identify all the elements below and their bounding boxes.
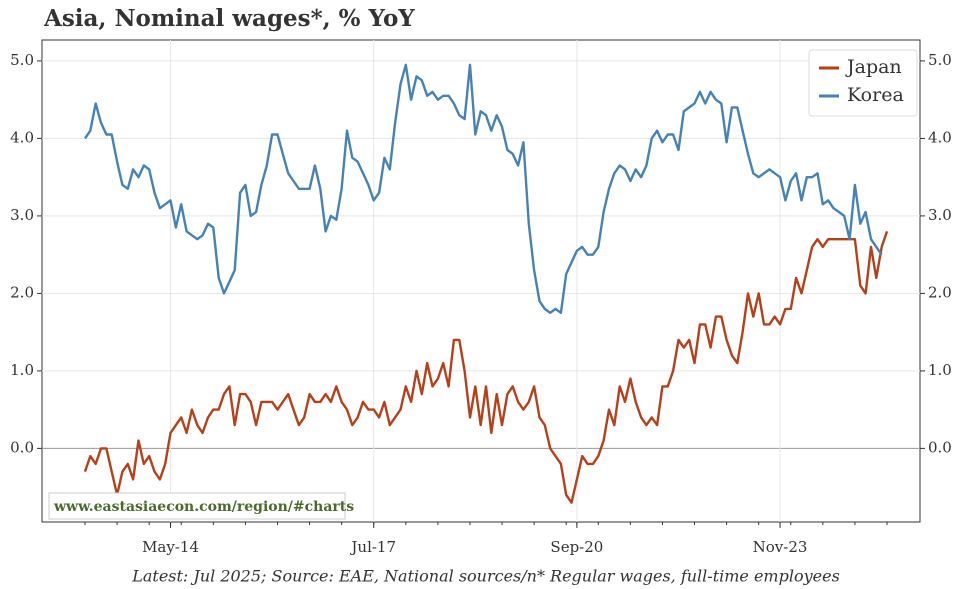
y2-tick-label: 0.0 bbox=[928, 438, 952, 456]
legend-label: Japan bbox=[845, 56, 902, 78]
y-tick-label: 3.0 bbox=[10, 206, 34, 224]
footnote: Latest: Jul 2025; Source: EAE, National … bbox=[131, 567, 840, 586]
x-tick-label: Jul-17 bbox=[349, 538, 396, 556]
y2-tick-label: 3.0 bbox=[928, 206, 952, 224]
y2-tick-label: 2.0 bbox=[928, 283, 952, 301]
y-tick-label: 2.0 bbox=[10, 283, 34, 301]
y2-tick-label: 5.0 bbox=[928, 51, 952, 69]
plot-frame bbox=[41, 39, 921, 523]
y2-tick-label: 4.0 bbox=[928, 128, 952, 146]
x-tick-label: May-14 bbox=[142, 538, 199, 556]
legend-label: Korea bbox=[847, 84, 904, 106]
watermark-box bbox=[48, 492, 346, 520]
y-tick-label: 0.0 bbox=[10, 438, 34, 456]
chart-title: Asia, Nominal wages*, % YoY bbox=[43, 5, 415, 32]
watermark: www.eastasiaecon.com/region/#charts bbox=[53, 499, 354, 515]
y2-tick-label: 1.0 bbox=[928, 361, 952, 379]
x-tick-label: Nov-23 bbox=[753, 538, 808, 556]
line-series bbox=[83, 231, 889, 504]
line-series bbox=[84, 63, 883, 314]
x-tick-label: Sep-20 bbox=[550, 538, 603, 556]
y-tick-label: 1.0 bbox=[10, 361, 34, 379]
y-tick-label: 4.0 bbox=[10, 128, 34, 146]
y-tick-label: 5.0 bbox=[10, 51, 34, 69]
